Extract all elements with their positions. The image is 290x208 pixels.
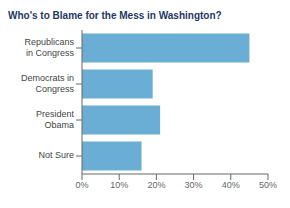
- svg-text:30%: 30%: [185, 180, 203, 190]
- html-text:Who's to Blame for the Mess in: Who's to Blame for the Mess in Washingto…: [8, 10, 222, 21]
- svg-text:Democrats inCongress: Democrats inCongress: [21, 73, 75, 94]
- svg-text:0%: 0%: [75, 180, 88, 190]
- svg-text:PresidentObama: PresidentObama: [36, 109, 75, 130]
- svg-text:50%: 50%: [259, 180, 277, 190]
- svg-text:40%: 40%: [222, 180, 240, 190]
- svg-text:Republicansin Congress: Republicansin Congress: [24, 37, 74, 58]
- svg-text:Not Sure: Not Sure: [38, 150, 74, 160]
- svg-text:20%: 20%: [147, 180, 165, 190]
- svg-text:10%: 10%: [110, 180, 128, 190]
